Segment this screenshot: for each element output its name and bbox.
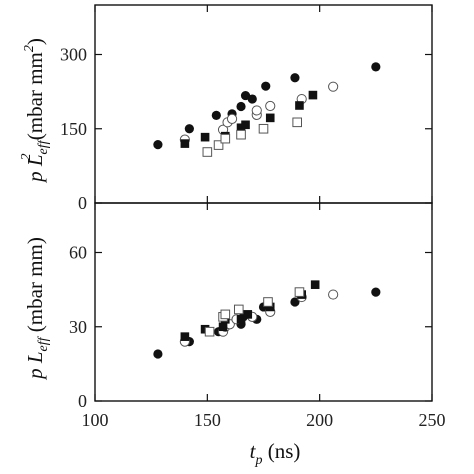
data-point-open-circle xyxy=(328,81,339,92)
data-point-filled-circle xyxy=(236,101,246,112)
data-point-filled-circle xyxy=(290,73,300,83)
bottom-ytick-label: 0 xyxy=(78,391,87,411)
data-point-filled-square xyxy=(265,302,275,312)
data-point-open-square xyxy=(233,304,244,315)
top-ytick-label: 300 xyxy=(60,45,87,65)
data-point-filled-square xyxy=(310,280,320,289)
top-panel: 0 150 300 xyxy=(60,4,433,213)
data-point-filled-circle xyxy=(247,94,257,104)
data-point-open-square xyxy=(263,297,273,307)
bottom-xtick-label: 200 xyxy=(306,410,333,430)
data-point-filled-circle xyxy=(261,81,271,91)
bottom-ytick-label: 30 xyxy=(69,317,87,337)
data-point-open-circle xyxy=(265,100,276,112)
top-ytick-label: 150 xyxy=(60,119,87,139)
data-point-open-circle xyxy=(251,105,262,116)
bottom-xtick-label: 100 xyxy=(82,410,109,430)
bottom-ytick-label: 60 xyxy=(69,243,87,263)
bottom-ylabel: p Leff (mbar mm) xyxy=(23,237,51,381)
bottom-plot-frame xyxy=(94,202,433,402)
data-point-filled-square xyxy=(241,120,250,130)
data-point-open-circle xyxy=(226,113,238,124)
data-point-filled-square xyxy=(295,101,304,110)
data-point-open-square xyxy=(236,129,246,140)
data-point-filled-circle xyxy=(371,62,381,72)
data-point-open-square xyxy=(220,133,231,144)
axis-labels: p Leff2 (mbar mm2) p Leff (mbar mm) tp (ns… xyxy=(19,38,300,468)
data-point-filled-circle xyxy=(184,124,194,134)
bottom-xtick-label: 150 xyxy=(194,410,221,430)
data-point-open-square xyxy=(258,123,269,134)
top-ylabel: p Leff2 (mbar mm2) xyxy=(19,38,51,184)
data-point-filled-circle xyxy=(290,297,300,307)
data-point-open-square xyxy=(220,309,231,320)
data-point-open-square xyxy=(294,287,305,297)
data-point-filled-square xyxy=(218,322,228,332)
top-plot-frame xyxy=(94,4,433,204)
data-point-open-circle xyxy=(328,289,339,300)
data-point-open-square xyxy=(292,117,302,128)
bottom-panel: 0 30 60 100 150 200 250 xyxy=(69,202,446,430)
data-point-filled-square xyxy=(265,113,275,123)
data-point-open-square xyxy=(202,147,213,157)
data-point-filled-square xyxy=(308,90,318,100)
data-point-filled-square xyxy=(200,132,210,142)
top-ytick-label: 0 xyxy=(78,193,87,213)
data-point-filled-square xyxy=(180,332,190,341)
bottom-xlabel: tp (ns) xyxy=(250,439,301,468)
data-point-filled-square xyxy=(236,315,246,324)
data-point-filled-square xyxy=(243,310,253,319)
data-point-open-square xyxy=(204,326,215,337)
data-point-filled-square xyxy=(236,123,246,133)
data-point-filled-circle xyxy=(371,287,381,297)
data-point-filled-square xyxy=(180,139,190,148)
data-point-filled-circle xyxy=(153,349,163,359)
data-point-open-square xyxy=(213,140,224,150)
data-point-filled-circle xyxy=(153,139,163,150)
data-point-filled-circle xyxy=(211,110,221,120)
bottom-xtick-label: 250 xyxy=(419,410,446,430)
